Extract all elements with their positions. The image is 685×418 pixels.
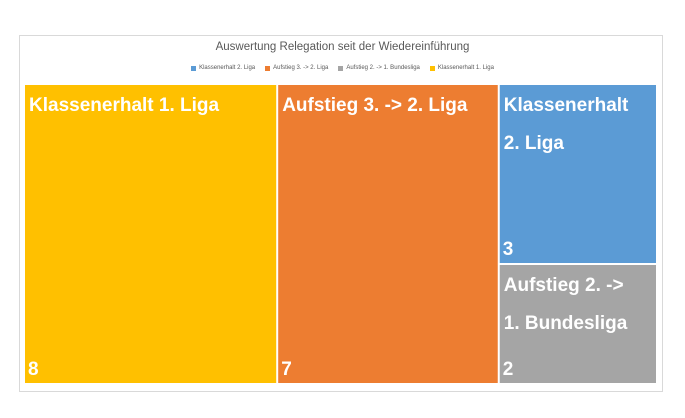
treemap-tile[interactable]: Aufstieg 3. -> 2. Liga 7 [278, 85, 498, 383]
legend-item[interactable]: Klassenerhalt 1. Liga [429, 65, 494, 71]
legend-swatch [191, 65, 197, 71]
treemap-tile-rect [499, 85, 656, 263]
treemap-tile[interactable]: Klassenerhalt 2. Liga 3 [499, 85, 656, 263]
legend-label: Aufstieg 3. -> 2. Liga [273, 65, 329, 71]
treemap-tile-label: Klassenerhalt [504, 95, 629, 116]
treemap-tile-rect [278, 85, 498, 383]
chart-legend: Klassenerhalt 2. Liga Aufstieg 3. -> 2. … [0, 65, 685, 71]
treemap-tile[interactable]: Klassenerhalt 1. Liga 8 [25, 85, 277, 383]
legend-label: Aufstieg 2. -> 1. Bundesliga [346, 65, 420, 71]
treemap-tile-value: 3 [503, 239, 514, 260]
legend-label: Klassenerhalt 1. Liga [437, 65, 494, 71]
treemap-tile-value: 8 [28, 359, 39, 380]
legend-label: Klassenerhalt 2. Liga [199, 65, 256, 71]
treemap-tile-rect [499, 265, 656, 383]
treemap-tile-label: 1. Bundesliga [504, 313, 628, 334]
legend-item[interactable]: Klassenerhalt 2. Liga [191, 65, 255, 71]
treemap-tile-rect [25, 85, 277, 383]
treemap-tile-label: Aufstieg 2. -> [504, 275, 624, 296]
treemap-tile[interactable]: Aufstieg 2. -> 1. Bundesliga 2 [499, 265, 656, 383]
treemap-tile-value: 2 [503, 359, 514, 380]
treemap-tile-label: Klassenerhalt 1. Liga [29, 95, 220, 116]
legend-swatch [338, 65, 344, 71]
legend-item[interactable]: Aufstieg 2. -> 1. Bundesliga [338, 65, 420, 71]
legend-swatch [429, 65, 435, 71]
treemap-tile-value: 7 [281, 359, 292, 380]
chart-title: Auswertung Relegation seit der Wiederein… [215, 41, 470, 53]
legend-swatch [265, 65, 271, 71]
legend-item[interactable]: Aufstieg 3. -> 2. Liga [265, 65, 328, 71]
treemap-tile-label: 2. Liga [504, 133, 565, 154]
treemap-tile-label: Aufstieg 3. -> 2. Liga [282, 95, 468, 116]
